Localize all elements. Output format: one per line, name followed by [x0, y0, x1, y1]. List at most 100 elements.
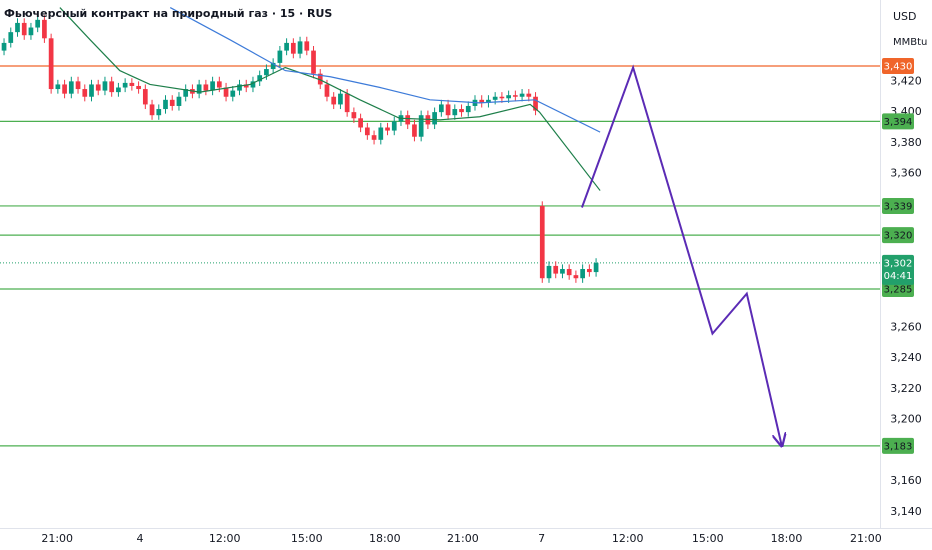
candle-body [230, 90, 236, 97]
last-price-box [882, 254, 914, 285]
x-tick-label: 18:00 [771, 532, 803, 545]
candle-body [560, 268, 565, 274]
candle-body [122, 82, 128, 88]
last-price-label: 3,302 [884, 258, 913, 269]
x-tick-label: 15:00 [291, 532, 323, 545]
candle-body [8, 32, 14, 43]
candle-body [284, 42, 289, 51]
x-tick-label: 21:00 [41, 532, 73, 545]
candle-body [223, 87, 229, 97]
candle-body [163, 99, 168, 110]
candle-body [539, 205, 545, 279]
y-tick-label: 3,380 [890, 136, 922, 149]
candle-body [512, 95, 518, 97]
x-tick-label: 21:00 [850, 532, 882, 545]
y-tick-label: 3,260 [890, 320, 922, 333]
candle-body [35, 19, 41, 28]
x-tick-label: 7 [538, 532, 545, 545]
x-tick-label: 21:00 [447, 532, 479, 545]
candle-body [75, 81, 81, 90]
candle-body [55, 84, 61, 90]
candle-body [169, 99, 175, 106]
level-label: 3,320 [884, 231, 913, 242]
level-label: 3,430 [884, 61, 913, 72]
unit[interactable]: MMBtu [893, 37, 927, 48]
candle-body [492, 96, 498, 100]
level-label-box [882, 280, 914, 297]
candle-body [156, 109, 162, 116]
candle-body [418, 115, 424, 137]
candle-body [62, 84, 67, 94]
x-tick-label: 18:00 [369, 532, 401, 545]
candle-body [237, 84, 242, 91]
y-tick-label: 3,200 [890, 413, 922, 426]
candle-body [304, 41, 310, 51]
candle-body [317, 73, 323, 85]
candle-body [216, 81, 222, 88]
currency[interactable]: USD [893, 10, 917, 23]
candle-body [412, 124, 417, 137]
candle-body [338, 93, 343, 105]
candle-body [587, 268, 592, 273]
candle-body [136, 85, 141, 90]
candle-body [385, 127, 390, 131]
forecast-path [581, 64, 782, 446]
y-tick-label: 3,360 [890, 167, 922, 180]
candle-body [479, 99, 485, 103]
candle-body [176, 96, 182, 106]
y-tick-label: 3,240 [890, 351, 922, 364]
candle-body [499, 96, 505, 99]
candle-body [391, 121, 397, 131]
candle-body [257, 75, 263, 82]
plot-area [0, 7, 880, 446]
candle-body [351, 112, 357, 119]
moving-average [169, 7, 601, 133]
candle-body [445, 104, 451, 116]
level-label: 3,285 [884, 284, 913, 295]
candle-body [573, 275, 579, 279]
level-label-box [882, 227, 914, 244]
candle-body [438, 104, 444, 113]
candle-body [506, 95, 511, 99]
x-tick-label: 12:00 [612, 532, 644, 545]
level-label: 3,339 [884, 201, 913, 212]
candle-body [364, 127, 370, 136]
candle-body [203, 84, 209, 91]
candle-body [358, 118, 363, 128]
candle-body [526, 93, 532, 97]
candle-body [378, 127, 384, 140]
candle-body [243, 84, 249, 88]
candle-body [452, 109, 458, 116]
level-label-box [882, 437, 914, 454]
candle-body [102, 81, 108, 91]
candle-body [297, 41, 303, 54]
candle-body [459, 109, 464, 113]
candle-body [486, 99, 491, 103]
level-label-box [882, 197, 914, 214]
candle-body [344, 93, 350, 113]
candle-body [109, 81, 115, 93]
candle-body [149, 104, 155, 116]
y-tick-label: 3,140 [890, 505, 922, 518]
candle-body [270, 62, 276, 70]
candle-body [21, 22, 27, 36]
candle-body [210, 81, 215, 91]
candle-body [42, 19, 47, 39]
candle-body [95, 84, 101, 91]
level-label: 3,394 [884, 117, 913, 128]
candle-body [405, 115, 411, 125]
candle-body [129, 82, 135, 86]
y-tick-label: 3,160 [890, 474, 922, 487]
candle-body [250, 81, 256, 88]
level-label-box [882, 113, 914, 130]
candle-body [311, 50, 316, 74]
candle-body [432, 112, 437, 125]
candle-body [465, 105, 471, 113]
candle-body [277, 50, 283, 63]
countdown-timer: 04:41 [884, 271, 913, 282]
candle-body [15, 22, 20, 33]
y-tick-label: 3,420 [890, 74, 922, 87]
candle-body [183, 89, 189, 97]
